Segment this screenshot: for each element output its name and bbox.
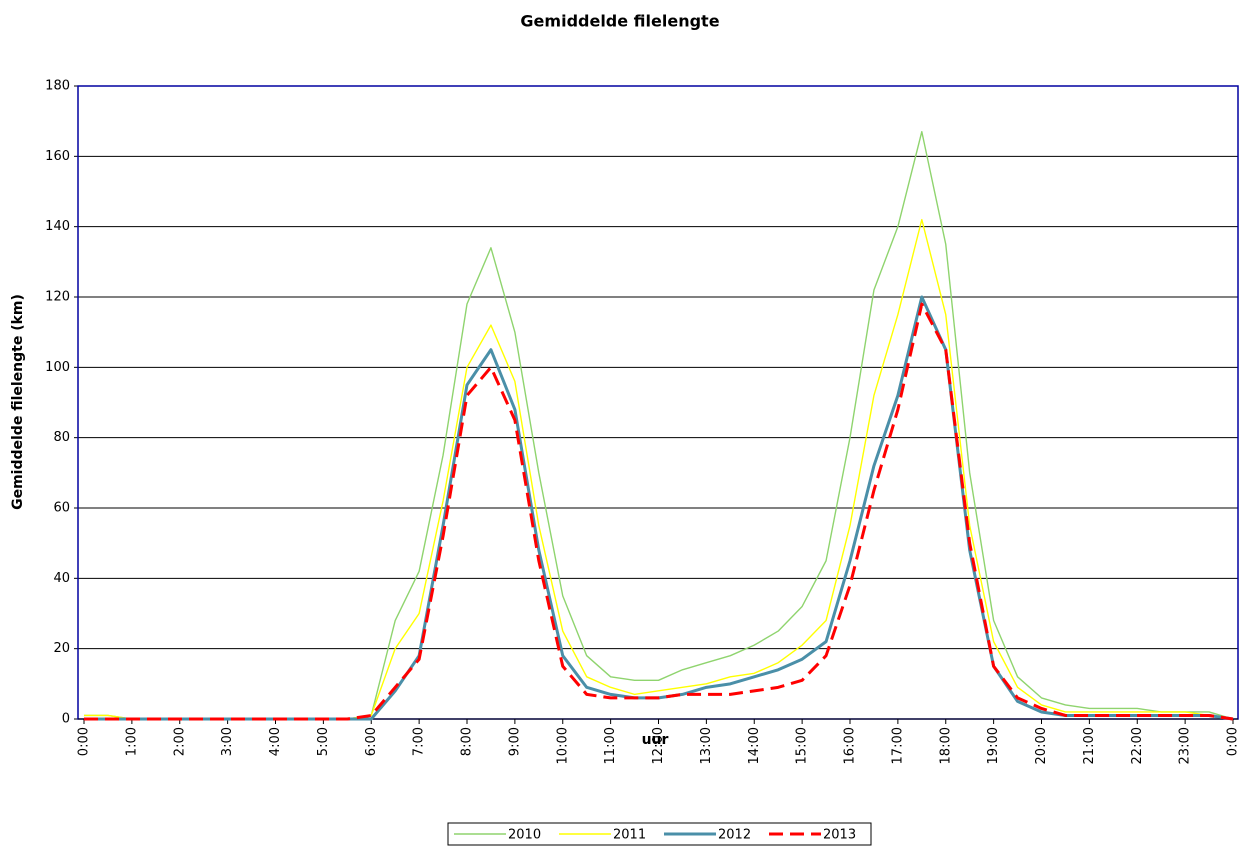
x-tick-label: 15:00 <box>795 727 810 764</box>
legend-label: 2012 <box>718 828 751 843</box>
y-tick-label: 80 <box>53 430 70 445</box>
x-tick-label: 2:00 <box>172 727 187 756</box>
legend-box <box>447 822 872 846</box>
y-tick-label: 20 <box>53 641 70 656</box>
series-line <box>84 131 1234 720</box>
x-axis-title: uur <box>642 732 669 748</box>
x-tick-label: 4:00 <box>268 727 283 756</box>
x-tick-label: 22:00 <box>1130 727 1145 764</box>
y-tick-label: 140 <box>45 219 70 234</box>
x-tick-label: 10:00 <box>555 727 570 764</box>
y-tick-label: 160 <box>45 149 70 164</box>
y-tick-label: 0 <box>62 712 70 727</box>
y-tick-label: 120 <box>45 290 70 305</box>
x-tick-label: 5:00 <box>316 727 331 756</box>
x-tick-label: 12:00 <box>651 727 666 764</box>
x-tick-label: 0:00 <box>1226 727 1240 756</box>
y-tick-label: 180 <box>45 79 70 94</box>
x-tick-label: 23:00 <box>1178 727 1193 764</box>
y-tick-label: 100 <box>45 360 70 375</box>
legend-label: 2010 <box>508 828 541 843</box>
y-tick-label: 60 <box>53 501 70 516</box>
x-tick-label: 9:00 <box>507 727 522 756</box>
x-tick-label: 17:00 <box>890 727 905 764</box>
x-tick-label: 6:00 <box>364 727 379 756</box>
chart-title: Gemiddelde filelengte <box>520 12 719 31</box>
x-tick-label: 0:00 <box>77 727 92 756</box>
legend-label: 2013 <box>823 828 856 843</box>
x-tick-label: 18:00 <box>938 727 953 764</box>
y-tick-label: 40 <box>53 571 70 586</box>
x-tick-label: 11:00 <box>603 727 618 764</box>
x-tick-label: 16:00 <box>843 727 858 764</box>
y-axis-title: Gemiddelde filelengte (km) <box>10 294 26 510</box>
plot-frame <box>77 85 1239 720</box>
x-tick-label: 7:00 <box>412 727 427 756</box>
series-line <box>84 302 1234 721</box>
x-tick-label: 8:00 <box>460 727 475 756</box>
x-tick-label: 21:00 <box>1082 727 1097 764</box>
x-tick-label: 14:00 <box>747 727 762 764</box>
series-line <box>84 218 1234 720</box>
x-tick-label: 20:00 <box>1034 727 1049 764</box>
x-tick-label: 19:00 <box>986 727 1001 764</box>
x-tick-label: 1:00 <box>124 727 139 756</box>
x-tick-label: 3:00 <box>220 727 235 756</box>
x-tick-label: 13:00 <box>699 727 714 764</box>
legend-label: 2011 <box>613 828 646 843</box>
